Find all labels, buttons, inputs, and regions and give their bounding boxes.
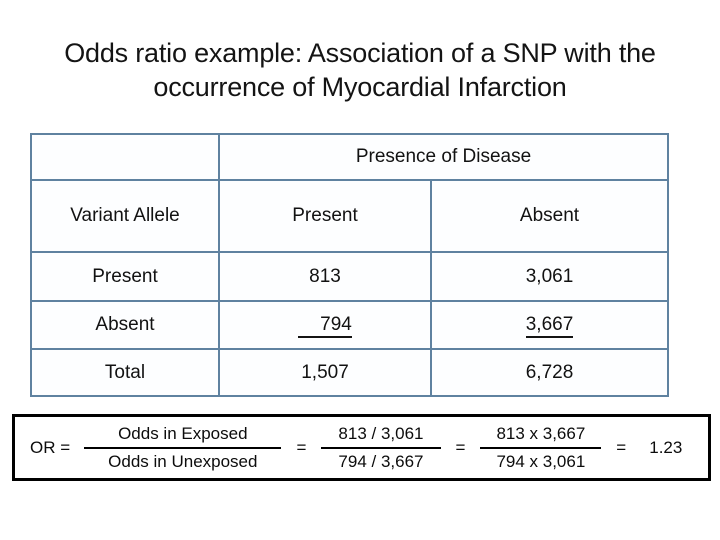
header-absent: Absent xyxy=(430,179,669,253)
row-present-label: Present xyxy=(30,251,220,302)
equals-sign-2: = xyxy=(455,437,466,457)
or-equals-label: OR = xyxy=(30,437,71,457)
header-variant-allele: Variant Allele xyxy=(30,179,220,253)
odds-ratio-formula-box: OR = Odds in Exposed Odds in Unexposed =… xyxy=(12,414,711,481)
fraction1-numerator: Odds in Exposed xyxy=(118,423,248,443)
fraction1-bar xyxy=(84,446,282,449)
cell-absent-present: 794 xyxy=(218,300,432,350)
table-corner-cell xyxy=(30,133,220,181)
fraction3-numerator: 813 x 3,667 xyxy=(496,423,586,443)
equals-sign-1: = xyxy=(296,437,307,457)
row-total-label: Total xyxy=(30,348,220,397)
fraction2-numerator: 813 / 3,061 xyxy=(338,423,424,443)
equals-sign-3: = xyxy=(616,437,627,457)
fraction3-bar xyxy=(480,446,602,449)
table-row-total: Total 1,507 6,728 xyxy=(30,348,669,397)
merged-header-cell: Presence of Disease xyxy=(218,133,669,181)
slide-title-line2: occurrence of Myocardial Infarction xyxy=(153,72,567,102)
table-row-absent: Absent 794 3,667 xyxy=(30,300,669,350)
fraction3-denominator: 794 x 3,061 xyxy=(496,451,586,471)
cell-present-absent: 3,061 xyxy=(430,251,669,302)
cell-absent-absent: 3,667 xyxy=(430,300,669,350)
fraction2-denominator: 794 / 3,667 xyxy=(338,451,424,471)
fraction-odds-values: 813 / 3,061 794 / 3,667 xyxy=(321,423,441,471)
odds-ratio-result: 1.23 xyxy=(649,437,683,457)
underlined-value-3667: 3,667 xyxy=(525,314,574,338)
row-absent-label: Absent xyxy=(30,300,220,350)
header-present: Present xyxy=(218,179,432,253)
slide-title: Odds ratio example: Association of a SNP… xyxy=(0,36,720,104)
fraction-odds-definition: Odds in Exposed Odds in Unexposed xyxy=(84,423,282,471)
fraction2-bar xyxy=(321,446,441,449)
slide-title-line1: Odds ratio example: Association of a SNP… xyxy=(64,38,656,68)
cell-total-present: 1,507 xyxy=(218,348,432,397)
fraction-cross-product: 813 x 3,667 794 x 3,061 xyxy=(480,423,602,471)
contingency-table: Presence of Disease Variant Allele Prese… xyxy=(30,133,669,397)
table-row-column-headers: Variant Allele Present Absent xyxy=(30,179,669,253)
fraction1-denominator: Odds in Unexposed xyxy=(108,451,258,471)
table-row-present: Present 813 3,061 xyxy=(30,251,669,302)
cell-total-absent: 6,728 xyxy=(430,348,669,397)
underlined-value-794: 794 xyxy=(298,314,352,338)
table-row-merged-header: Presence of Disease xyxy=(30,133,669,181)
cell-present-present: 813 xyxy=(218,251,432,302)
